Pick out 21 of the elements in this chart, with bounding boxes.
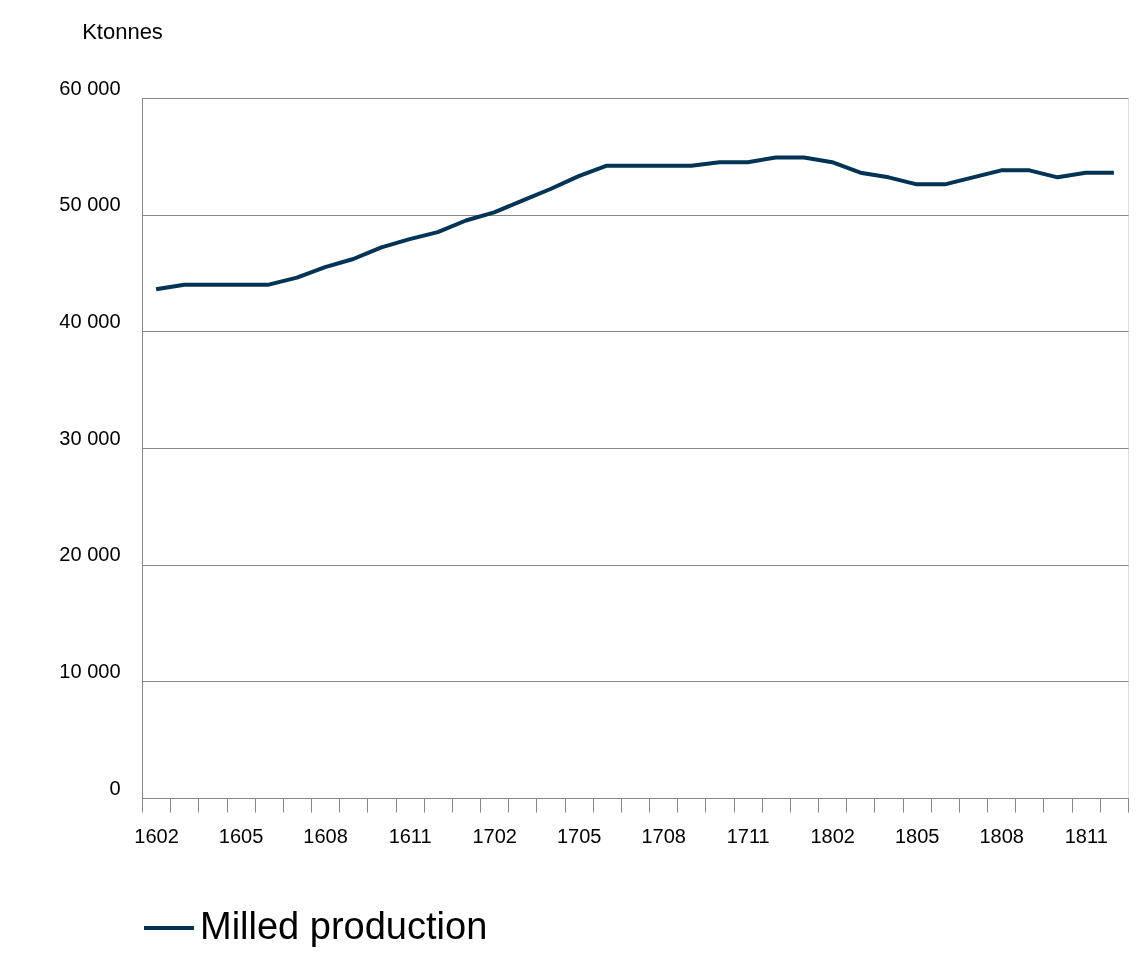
x-tick-label: 1808 (979, 824, 1024, 847)
x-tick-label: 1605 (218, 824, 264, 847)
x-tick-label: 1708 (641, 824, 686, 847)
y-tick-label: 40 000 (59, 309, 121, 332)
x-tick-label: 1711 (726, 824, 770, 847)
y-tick-label: 0 (109, 776, 121, 799)
y-tick-label: 10 000 (59, 659, 121, 682)
x-tick-label: 1702 (472, 824, 517, 847)
x-tick-label: 1805 (894, 824, 940, 847)
x-tick-label: 1602 (134, 824, 179, 847)
y-tick-label: 20 000 (59, 543, 121, 566)
y-tick-label: 50 000 (59, 193, 121, 216)
x-tick-label: 1611 (388, 824, 432, 847)
y-tick-label: 30 000 (59, 426, 121, 449)
x-tick-label: 1811 (1064, 824, 1108, 847)
x-tick-label: 1802 (810, 824, 855, 847)
x-tick-label: 1608 (303, 824, 348, 847)
y-axis-title: Ktonnes (82, 18, 163, 44)
legend-label: Milled production (200, 905, 488, 947)
x-tick-label: 1705 (556, 824, 602, 847)
y-tick-label: 60 000 (59, 76, 121, 99)
